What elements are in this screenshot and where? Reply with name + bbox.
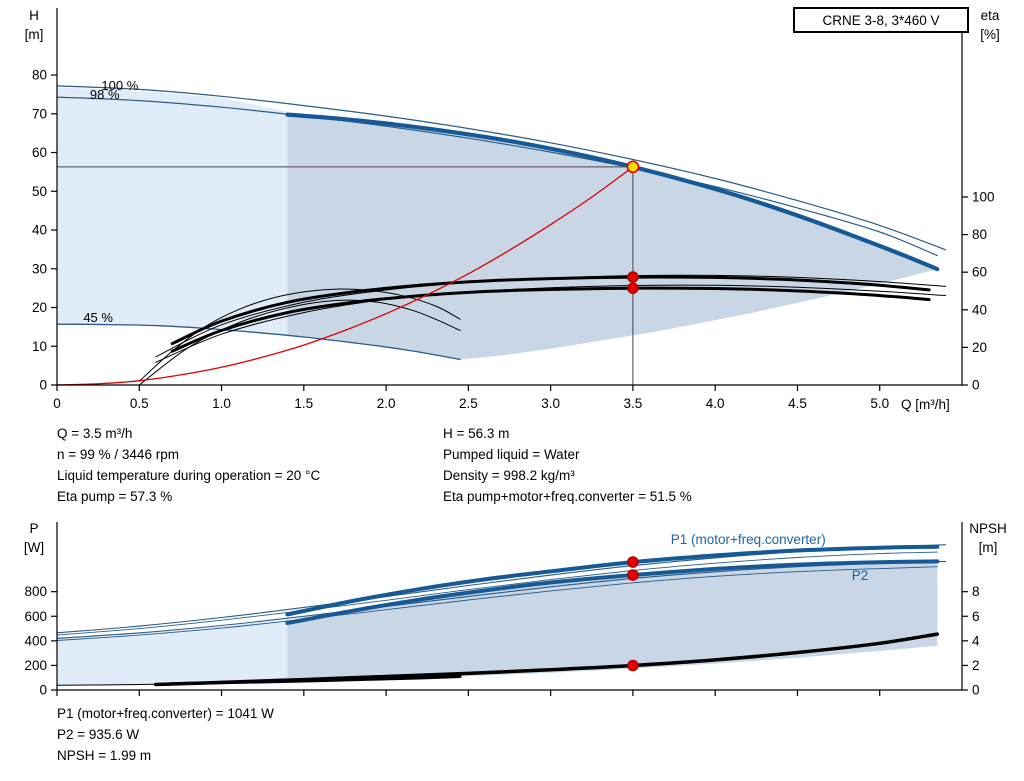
x-tick-label: 4.5 xyxy=(788,396,807,411)
eta-axis-title: eta [%] xyxy=(964,6,1016,44)
readout-p2: P2 = 935.6 W xyxy=(57,727,140,742)
y-left-tick-label: 80 xyxy=(32,68,47,83)
p2-point xyxy=(627,569,639,581)
qh-eta-chart: 0 0.5 1.0 1.5 2.0 2.5 3.0 3.5 4.0 4.5 5.0 0 10 20 30 40… xyxy=(32,8,995,411)
operating-envelope-light xyxy=(57,87,288,336)
x-tick-label: 0.5 xyxy=(130,396,149,411)
y-left-tick-label: 10 xyxy=(32,339,47,354)
y-left-tick-label: 600 xyxy=(24,609,47,624)
p2-curve-duty xyxy=(285,559,940,625)
head-axis-title-unit: [m] xyxy=(24,27,44,42)
readout-p1: P1 (motor+freq.converter) = 1041 W xyxy=(57,706,274,721)
power-envelope-main xyxy=(287,561,938,682)
eta-total-point xyxy=(627,282,639,294)
y-right-tick-label: 8 xyxy=(972,584,980,599)
x-tick-label: 5.0 xyxy=(870,396,889,411)
speed-curve-45pct xyxy=(56,323,461,361)
speed-curve-98pct xyxy=(56,96,938,257)
y-left-tick-label: 50 xyxy=(32,184,47,199)
label-100-pct: 100 % xyxy=(101,78,138,93)
npsh-point xyxy=(627,659,639,672)
power-envelope-light xyxy=(57,619,288,686)
readout-eta-total: Eta pump+motor+freq.converter = 51.5 % xyxy=(443,489,692,504)
x-tick-label: 2.0 xyxy=(377,396,396,411)
power-npsh-chart-axes xyxy=(56,522,963,691)
system-curve xyxy=(56,166,634,386)
eta-total-curve-duty xyxy=(170,286,931,353)
npsh-axis-title-symbol: NPSH xyxy=(969,521,1007,536)
y-left-tick-label: 200 xyxy=(24,658,47,673)
readout-npsh: NPSH = 1.99 m xyxy=(57,748,152,763)
pump-model-box: CRNE 3-8, 3*460 V xyxy=(793,7,969,33)
p1-point xyxy=(627,556,639,568)
x-tick-label: 1.0 xyxy=(212,396,231,411)
y-left-tick-label: 70 xyxy=(32,106,47,121)
y-right-tick-label: 0 xyxy=(972,378,980,393)
label-p1: P1 (motor+freq.converter) xyxy=(671,532,826,547)
y-right-tick-label: 0 xyxy=(972,683,980,698)
y-left-tick-label: 800 xyxy=(24,584,47,599)
label-p2: P2 xyxy=(852,568,869,583)
label-98-pct: 98 % xyxy=(90,87,120,102)
label-45-pct: 45 % xyxy=(83,310,113,325)
y-right-tick-label: 40 xyxy=(972,302,987,317)
x-tick-label: 1.5 xyxy=(294,396,313,411)
y-left-tick-label: 20 xyxy=(32,300,47,315)
readout-flow: Q = 3.5 m³/h xyxy=(57,426,133,441)
npsh-curve xyxy=(153,632,940,687)
x-tick-label: 2.5 xyxy=(459,396,478,411)
y-right-tick-label: 20 xyxy=(972,340,987,355)
p1-curve-duty xyxy=(285,544,940,617)
y-right-tick-label: 6 xyxy=(972,609,980,624)
p2-curve-98pct xyxy=(56,566,938,641)
eta-axis-title-symbol: eta xyxy=(980,8,1000,23)
operating-envelope-main xyxy=(287,114,938,360)
power-axis-title: P [W] xyxy=(12,519,56,557)
readout-head: H = 56.3 m xyxy=(443,426,510,441)
flow-axis-title: Q [m³/h] xyxy=(901,397,950,412)
y-left-tick-label: 60 xyxy=(32,145,47,160)
eta-axis-title-unit: [%] xyxy=(980,27,1000,42)
p1-curve-98pct xyxy=(56,551,938,636)
duty-readout-right: H = 56.3 m Pumped liquid = Water Density… xyxy=(443,423,692,507)
readout-density: Density = 998.2 kg/m³ xyxy=(443,468,575,483)
head-axis-title-symbol: H xyxy=(29,8,39,23)
npsh-axis-title: NPSH [m] xyxy=(958,519,1018,557)
y-right-tick-label: 60 xyxy=(972,265,987,280)
power-npsh-chart-ticks: 0 200 400 600 800 0 2 4 6 8 xyxy=(24,584,980,697)
readout-liquid-temperature: Liquid temperature during operation = 20… xyxy=(57,468,321,483)
p2-curve-100pct xyxy=(56,560,947,639)
duty-readout-left: Q = 3.5 m³/h n = 99 % / 3446 rpm Liquid … xyxy=(57,423,320,507)
x-tick-label: 3.5 xyxy=(624,396,643,411)
eta-pump-curve-duty xyxy=(170,275,931,346)
qh-eta-chart-ticks: 0 0.5 1.0 1.5 2.0 2.5 3.0 3.5 4.0 4.5 5.0 0 10 20 30 40… xyxy=(32,68,995,411)
power-readout: P1 (motor+freq.converter) = 1041 W P2 = … xyxy=(57,703,274,766)
x-tick-label: 0 xyxy=(53,396,61,411)
head-axis-title: H [m] xyxy=(12,6,56,44)
eta-total-curve-100pct xyxy=(155,284,946,363)
duty-point[interactable] xyxy=(626,160,640,174)
npsh-axis-title-unit: [m] xyxy=(978,540,998,555)
x-tick-label: 3.0 xyxy=(541,396,560,411)
y-right-tick-label: 2 xyxy=(972,658,980,673)
readout-pumped-liquid: Pumped liquid = Water xyxy=(443,447,580,462)
readout-eta-pump: Eta pump = 57.3 % xyxy=(57,489,173,504)
y-right-tick-label: 100 xyxy=(972,189,995,204)
y-right-tick-label: 4 xyxy=(972,633,980,648)
y-right-tick-label: 80 xyxy=(972,227,987,242)
power-axis-title-symbol: P xyxy=(29,521,39,536)
y-left-tick-label: 30 xyxy=(32,261,47,276)
x-tick-label: 4.0 xyxy=(706,396,725,411)
power-axis-title-unit: [W] xyxy=(23,540,45,555)
speed-curve-100pct xyxy=(56,85,947,251)
y-left-tick-label: 0 xyxy=(39,378,47,393)
eta-pump-point xyxy=(627,271,639,283)
y-left-tick-label: 40 xyxy=(32,223,47,238)
y-left-tick-label: 400 xyxy=(24,633,47,648)
readout-speed: n = 99 % / 3446 rpm xyxy=(57,447,179,462)
y-left-tick-label: 0 xyxy=(39,683,47,698)
power-npsh-chart: 0 200 400 600 800 0 2 4 6 8 P1 (motor+freq.convert… xyxy=(24,522,980,698)
